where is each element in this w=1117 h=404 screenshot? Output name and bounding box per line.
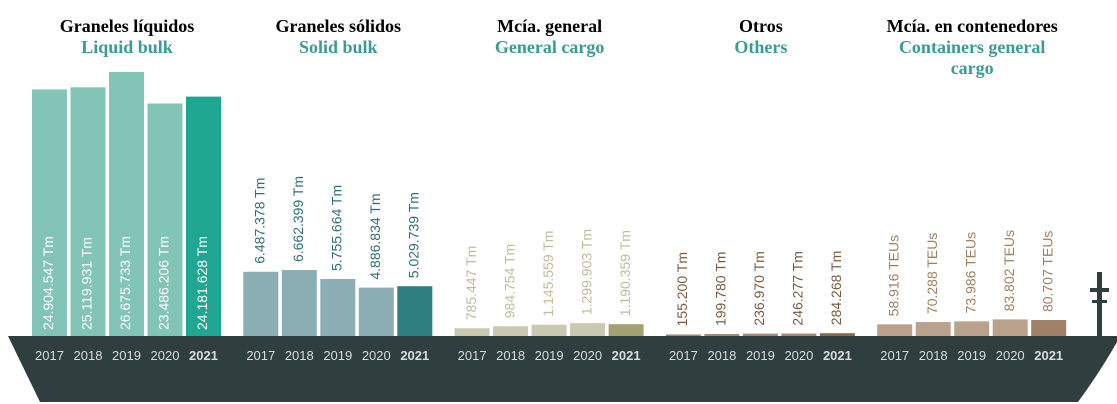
x-tick-label: 2017 — [880, 348, 909, 363]
value-label: 6.662.399 Tm — [290, 176, 306, 262]
x-tick-label: 2018 — [707, 348, 736, 363]
value-label: 246.277 Tm — [790, 251, 806, 325]
x-tick-label: 2021 — [400, 348, 429, 363]
group-title-en: Liquid bulk — [37, 37, 217, 58]
value-label: 83.802 TEUs — [1001, 230, 1017, 311]
bar — [609, 324, 644, 336]
group-title-es: Mcía. en contenedores — [882, 16, 1062, 37]
x-tick-label: 2018 — [919, 348, 948, 363]
group-title-en: General cargo — [460, 37, 640, 58]
value-label: 5.755.664 Tm — [329, 185, 345, 271]
x-tick-label: 2019 — [535, 348, 564, 363]
value-label: 23.486.206 Tm — [156, 236, 172, 330]
value-label: 199.780 Tm — [713, 252, 729, 326]
x-tick-label: 2020 — [362, 348, 391, 363]
ship-hull — [8, 336, 1117, 402]
x-tick-label: 2017 — [458, 348, 487, 363]
x-tick-label: 2020 — [784, 348, 813, 363]
value-label: 5.029.739 Tm — [406, 192, 422, 278]
bar — [359, 288, 394, 336]
value-label: 4.886.834 Tm — [367, 193, 383, 279]
group-title-en: Solid bulk — [248, 37, 428, 58]
x-tick-label: 2018 — [74, 348, 103, 363]
x-tick-label: 2017 — [246, 348, 275, 363]
bar — [877, 324, 912, 336]
value-label: 6.487.378 Tm — [252, 178, 268, 264]
value-label: 236.970 Tm — [751, 251, 767, 325]
group-title-es: Mcía. general — [460, 16, 640, 37]
bar — [781, 334, 816, 336]
value-label: 984.754 Tm — [501, 244, 517, 318]
value-label: 25.119.931 Tm — [79, 237, 95, 330]
bar — [320, 279, 355, 336]
value-label: 80.707 TEUs — [1039, 231, 1055, 312]
value-label: 785.447 Tm — [463, 246, 479, 320]
bar — [954, 321, 989, 336]
value-label: 24.904.547 Tm — [40, 236, 56, 330]
bar — [493, 326, 528, 336]
page: 24.904.547 Tm 2017 25.119.931 Tm 2018 26.675… — [0, 0, 1117, 404]
x-tick-label: 2017 — [35, 348, 64, 363]
value-label: 73.986 TEUs — [962, 232, 978, 313]
group-title-es: Graneles sólidos — [248, 16, 428, 37]
ship-mast — [1090, 272, 1109, 336]
x-tick-label: 2020 — [151, 348, 180, 363]
group-title-en: Containers general cargo — [882, 37, 1062, 79]
x-tick-label: 2021 — [823, 348, 852, 363]
value-label: 58.916 TEUs — [885, 235, 901, 316]
x-tick-label: 2019 — [746, 348, 775, 363]
x-tick-label: 2021 — [612, 348, 641, 363]
bar — [243, 272, 278, 336]
x-tick-label: 2018 — [285, 348, 314, 363]
x-tick-label: 2021 — [189, 348, 218, 363]
x-tick-label: 2017 — [669, 348, 698, 363]
group-title-es: Graneles líquidos — [37, 16, 217, 37]
x-tick-label: 2021 — [1034, 348, 1063, 363]
x-tick-label: 2020 — [573, 348, 602, 363]
bar — [704, 334, 739, 336]
value-label: 1.299.903 Tm — [578, 229, 594, 315]
bar — [743, 334, 778, 336]
value-label: 1.190.359 Tm — [617, 230, 633, 316]
x-tick-label: 2020 — [996, 348, 1025, 363]
value-label: 26.675.733 Tm — [117, 236, 133, 330]
x-tick-label: 2019 — [323, 348, 352, 363]
bar — [397, 286, 432, 336]
value-label: 284.268 Tm — [828, 251, 844, 325]
bar — [993, 319, 1028, 336]
bar — [1031, 320, 1066, 336]
x-tick-label: 2019 — [112, 348, 141, 363]
bar — [282, 270, 317, 336]
value-label: 1.145.559 Tm — [540, 231, 556, 317]
value-label: 24.181.628 Tm — [194, 236, 210, 330]
x-tick-label: 2018 — [496, 348, 525, 363]
value-label: 70.288 TEUs — [924, 233, 940, 314]
bar — [532, 325, 567, 336]
group-title-es: Otros — [671, 16, 851, 37]
group-title-en: Others — [671, 37, 851, 58]
bar — [916, 322, 951, 336]
bar — [820, 333, 855, 336]
bar — [455, 328, 490, 336]
x-tick-label: 2019 — [957, 348, 986, 363]
bar — [666, 334, 701, 336]
value-label: 155.200 Tm — [674, 252, 690, 326]
bar — [570, 323, 605, 336]
